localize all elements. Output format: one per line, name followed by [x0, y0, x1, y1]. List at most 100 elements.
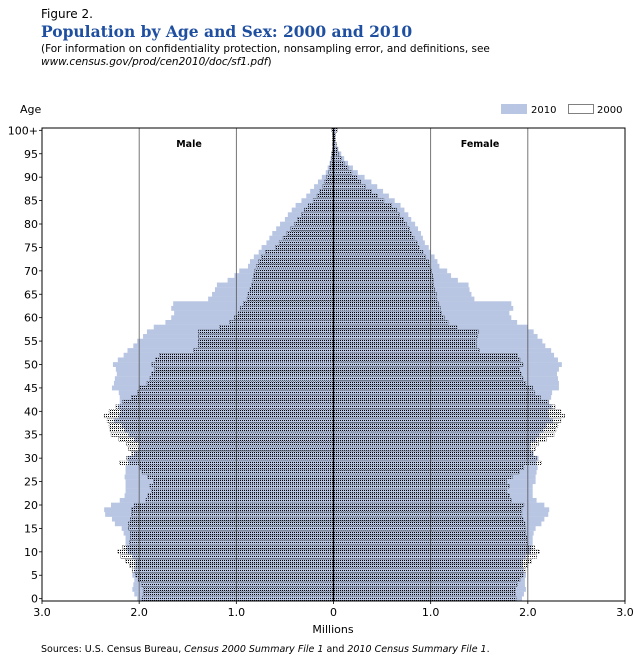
bar-2000-male: [326, 175, 334, 180]
bar-2000-female: [333, 184, 366, 189]
bar-2000-male: [129, 563, 334, 568]
bar-2000-male: [141, 596, 334, 601]
bar-2000-female: [333, 573, 524, 578]
bar-2000-female: [333, 460, 542, 465]
bar-2000-female: [333, 137, 336, 142]
bar-2000-female: [333, 381, 527, 386]
bar-2000-male: [129, 540, 334, 545]
bar-2000-male: [198, 339, 334, 344]
bar-2000-female: [333, 142, 337, 147]
bar-2000-female: [333, 254, 427, 259]
x-tick-label: 3.0: [33, 606, 51, 619]
bar-2000-male: [294, 221, 334, 227]
bar-2000-male: [252, 278, 334, 283]
bar-2000-female: [333, 517, 524, 522]
bar-2000-male: [115, 404, 334, 409]
bar-2000-female: [333, 179, 361, 184]
bar-2000-male: [147, 474, 334, 479]
bar-2000-male: [251, 282, 334, 287]
bar-2000-male: [131, 512, 334, 517]
bar-2000-female: [333, 554, 537, 559]
legend: 2010 2000: [501, 104, 622, 116]
note-url[interactable]: www.census.gov/prod/cen2010/doc/sf1.pdf: [41, 56, 268, 68]
bar-2000-male: [138, 465, 334, 470]
source-2: 2010 Census Summary File 1: [347, 644, 487, 655]
bar-2000-female: [333, 596, 517, 601]
note-suffix: ): [267, 56, 272, 68]
y-tick-label: 80: [24, 218, 38, 231]
bar-2000-male: [153, 479, 334, 484]
bar-2000-female: [333, 170, 353, 175]
bar-2000-female: [333, 413, 565, 419]
bar-2000-male: [193, 348, 334, 353]
bar-2000-female: [333, 549, 540, 554]
bar-2000-female: [333, 236, 415, 241]
bar-2000-female: [333, 488, 507, 493]
bar-2000-female: [333, 259, 429, 264]
bar-2000-female: [333, 535, 528, 540]
x-tick-label: 1.0: [422, 606, 440, 619]
bar-2000-male: [147, 493, 334, 498]
bar-2000-male: [282, 236, 334, 241]
x-axis-label: Millions: [312, 623, 353, 636]
bar-2000-female: [333, 189, 372, 194]
bar-2000-male: [141, 470, 334, 475]
bar-2000-female: [333, 198, 385, 203]
bar-2000-male: [324, 179, 334, 184]
bar-2000-female: [333, 446, 536, 451]
bar-2000-female: [333, 334, 478, 339]
source-mid: and: [323, 644, 348, 655]
y-tick-label: 60: [24, 312, 38, 325]
bar-2000-female: [333, 156, 342, 161]
bar-2000-female: [333, 203, 392, 208]
legend-label-2010: 2010: [531, 105, 556, 116]
x-tick-label: 3.0: [616, 606, 634, 619]
bar-2000-male: [286, 231, 334, 236]
bar-2000-female: [333, 282, 434, 287]
source-note: Sources: U.S. Census Bureau, Census 2000…: [41, 644, 490, 655]
source-1: Census 2000 Summary File 1: [184, 644, 324, 655]
bar-2000-male: [261, 254, 334, 259]
bar-2000-male: [130, 517, 334, 522]
bar-2000-female: [333, 498, 512, 503]
x-tick-label: 2.0: [130, 606, 148, 619]
bar-2000-male: [331, 156, 334, 161]
bar-2000-male: [229, 320, 334, 325]
bar-2000-male: [151, 488, 334, 493]
bar-2000-female: [333, 240, 418, 245]
bar-2000-male: [234, 315, 334, 320]
bar-2000-male: [140, 582, 334, 587]
bar-2000-female: [333, 212, 400, 217]
x-tick-label: 1.0: [228, 606, 246, 619]
bar-2000-male: [249, 287, 334, 292]
bar-2000-female: [333, 296, 437, 301]
bar-2000-male: [122, 545, 334, 550]
y-tick-label: 100+: [8, 124, 38, 137]
bar-2000-female: [333, 531, 527, 536]
bar-2000-female: [333, 502, 525, 508]
bar-2000-female: [333, 245, 420, 250]
bar-2000-female: [333, 437, 547, 442]
bar-2000-female: [333, 250, 424, 255]
bar-2000-male: [117, 549, 334, 554]
bar-2000-male: [198, 329, 334, 334]
x-tick-label: 0: [330, 606, 337, 619]
bar-2000-female: [333, 465, 525, 470]
y-tick-label: 45: [24, 382, 38, 395]
y-tick-label: 75: [24, 241, 38, 254]
bar-2000-female: [333, 568, 527, 573]
bar-2000-female: [333, 207, 397, 212]
y-tick-label: 90: [24, 171, 38, 184]
bar-2000-female: [333, 409, 562, 414]
bar-2000-male: [290, 226, 334, 231]
bar-2000-female: [333, 306, 441, 311]
bar-2000-female: [333, 165, 349, 170]
bar-2000-female: [333, 404, 556, 409]
bar-2000-male: [247, 292, 334, 297]
bar-2000-female: [333, 287, 435, 292]
bar-2000-female: [333, 161, 345, 166]
bar-2000-male: [109, 428, 334, 433]
bar-2000-female: [333, 479, 507, 484]
bar-2000-female: [333, 507, 523, 512]
